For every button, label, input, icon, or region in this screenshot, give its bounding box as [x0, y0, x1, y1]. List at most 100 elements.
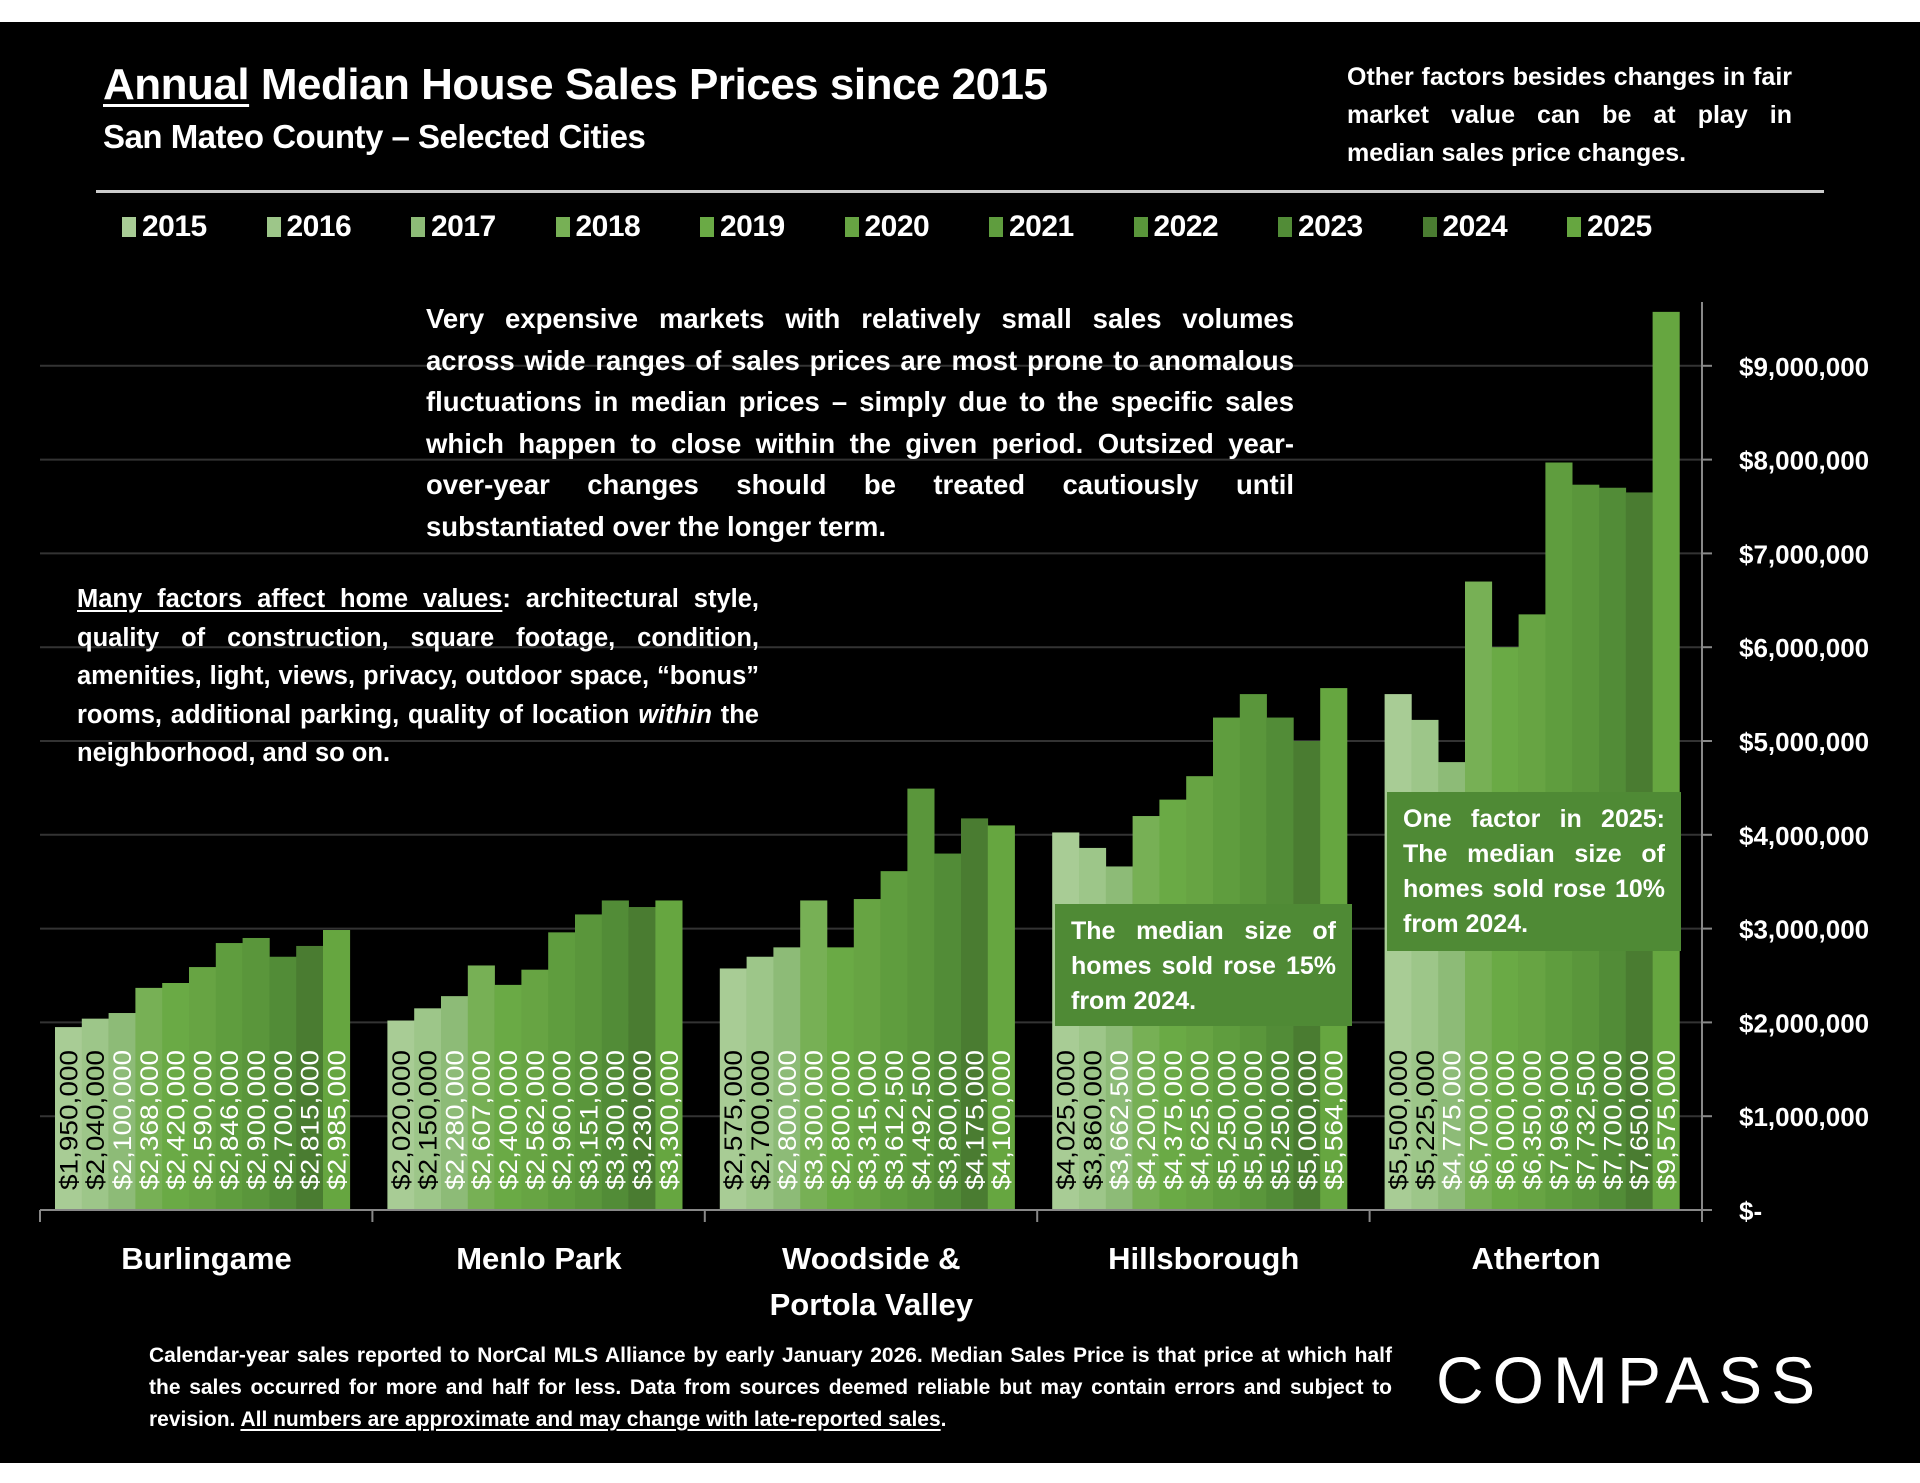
legend-item-2025: 2025: [1567, 210, 1652, 244]
y-tick-label: $4,000,000: [1739, 821, 1869, 851]
data-label: $4,625,000: [1187, 1050, 1215, 1190]
data-label: $5,564,000: [1321, 1050, 1349, 1190]
bar-burlingame-2021: [215, 943, 243, 1210]
bar-burlingame-2022: [242, 937, 270, 1210]
data-label: $7,700,000: [1599, 1050, 1627, 1190]
category-label: Woodside & Portola Valley: [705, 1236, 1038, 1328]
title-underlined: Annual: [103, 60, 250, 109]
legend-item-2018: 2018: [555, 210, 641, 244]
footer-text: Calendar-year sales reported to NorCal M…: [149, 1344, 1392, 1431]
legend-swatch: [1422, 217, 1437, 237]
data-label: $6,700,000: [1465, 1050, 1493, 1190]
bar-menlo-park-2021: [548, 932, 576, 1210]
legend-item-2015: 2015: [122, 210, 207, 244]
bar-menlo-park-2017: [441, 996, 469, 1210]
data-label: $3,151,000: [575, 1050, 603, 1190]
bar-burlingame-2018: [135, 987, 163, 1210]
legend-swatch: [1567, 217, 1581, 237]
data-label: $2,040,000: [82, 1050, 110, 1190]
data-label: $2,400,000: [495, 1050, 523, 1190]
data-label: $2,368,000: [136, 1050, 164, 1190]
data-label: $3,860,000: [1079, 1050, 1107, 1190]
legend-swatch: [122, 217, 136, 237]
chart-title: Annual Median House Sales Prices since 2…: [103, 60, 1048, 110]
data-label: $2,700,000: [270, 1050, 298, 1190]
legend-item-2022: 2022: [1133, 210, 1219, 244]
y-tick-label: $2,000,000: [1739, 1008, 1869, 1038]
bar-menlo-park-2020: [521, 969, 549, 1210]
data-label: $4,375,000: [1160, 1050, 1188, 1190]
legend-label: 2025: [1587, 210, 1652, 243]
data-label: $5,500,000: [1240, 1050, 1268, 1190]
legend-label: 2024: [1442, 210, 1508, 243]
data-label: $2,700,000: [747, 1050, 775, 1190]
data-label: $6,350,000: [1519, 1050, 1547, 1190]
title-rest: Median House Sales Prices since 2015: [249, 60, 1048, 109]
side-note: Other factors besides changes in fair ma…: [1347, 63, 1792, 167]
data-label: $2,960,000: [549, 1050, 577, 1190]
bar-burlingame-2024: [296, 945, 324, 1210]
category-label-line: Burlingame: [121, 1241, 292, 1276]
data-label: $2,420,000: [163, 1050, 191, 1190]
data-label: $2,846,000: [216, 1050, 244, 1190]
data-label: $4,775,000: [1439, 1050, 1467, 1190]
data-label: $2,900,000: [243, 1050, 271, 1190]
y-tick-label: $1,000,000: [1739, 1102, 1869, 1132]
legend-swatch: [555, 217, 570, 237]
legend-label: 2017: [431, 210, 496, 243]
hillsborough-annotation: The median size of homes sold rose 15% f…: [1055, 904, 1352, 1026]
data-label: $3,230,000: [629, 1050, 657, 1190]
data-label: $2,100,000: [109, 1050, 137, 1190]
bar-woodside-portola-valley-2017: [773, 947, 801, 1210]
bar-burlingame-2019: [162, 983, 190, 1210]
legend-label: 2016: [286, 210, 352, 243]
bar-menlo-park-2018: [467, 965, 495, 1210]
legend-swatch: [266, 217, 281, 237]
bar-woodside-portola-valley-2016: [746, 956, 774, 1210]
data-label: $3,300,000: [801, 1050, 829, 1190]
bar-menlo-park-2023: [601, 900, 629, 1210]
data-label: $2,562,000: [522, 1050, 550, 1190]
data-label: $3,300,000: [602, 1050, 630, 1190]
bar-woodside-portola-valley-2024: [961, 818, 989, 1210]
category-label-line: Portola Valley: [769, 1287, 973, 1322]
category-label-line: Hillsborough: [1108, 1241, 1300, 1276]
data-label: $7,732,500: [1573, 1050, 1601, 1190]
legend-label: 2023: [1298, 210, 1363, 243]
data-label: $2,280,000: [441, 1050, 469, 1190]
data-label: $2,590,000: [189, 1050, 217, 1190]
y-tick-label: $7,000,000: [1739, 539, 1869, 569]
legend-label: 2019: [720, 210, 785, 243]
category-label-line: Menlo Park: [456, 1241, 622, 1276]
bar-burlingame-2025: [323, 930, 351, 1210]
bar-woodside-portola-valley-2015: [719, 968, 747, 1210]
data-label: $2,020,000: [388, 1050, 416, 1190]
data-label: $3,800,000: [935, 1050, 963, 1190]
data-label: $5,225,000: [1412, 1050, 1440, 1190]
legend-swatch: [1278, 217, 1292, 237]
data-label: $2,800,000: [774, 1050, 802, 1190]
data-label: $4,100,000: [988, 1050, 1016, 1190]
bar-menlo-park-2025: [655, 900, 683, 1210]
bar-woodside-portola-valley-2022: [907, 788, 935, 1210]
bar-burlingame-2020: [189, 967, 217, 1210]
legend-label: 2022: [1153, 210, 1219, 243]
atherton-annotation: One factor in 2025: The median size of h…: [1387, 792, 1681, 951]
data-label: $7,650,000: [1626, 1050, 1654, 1190]
left-note-text: : architectural style, quality of constr…: [77, 585, 760, 729]
left-note-heading: Many factors affect home values: [77, 585, 503, 613]
legend-label: 2015: [142, 210, 207, 243]
legend-item-2023: 2023: [1278, 210, 1363, 244]
y-tick-label: $9,000,000: [1739, 352, 1869, 382]
bar-menlo-park-2019: [494, 984, 522, 1210]
header-divider: [96, 190, 1824, 193]
bar-burlingame-2017: [108, 1013, 136, 1210]
y-tick-label: $6,000,000: [1739, 633, 1869, 663]
data-label: $9,575,000: [1653, 1050, 1681, 1190]
y-tick-label: $-: [1739, 1196, 1762, 1226]
legend-swatch: [700, 217, 714, 237]
legend-item-2021: 2021: [989, 210, 1074, 244]
bar-woodside-portola-valley-2025: [987, 825, 1015, 1210]
y-tick-label: $8,000,000: [1739, 446, 1869, 476]
data-label: $4,200,000: [1133, 1050, 1161, 1190]
